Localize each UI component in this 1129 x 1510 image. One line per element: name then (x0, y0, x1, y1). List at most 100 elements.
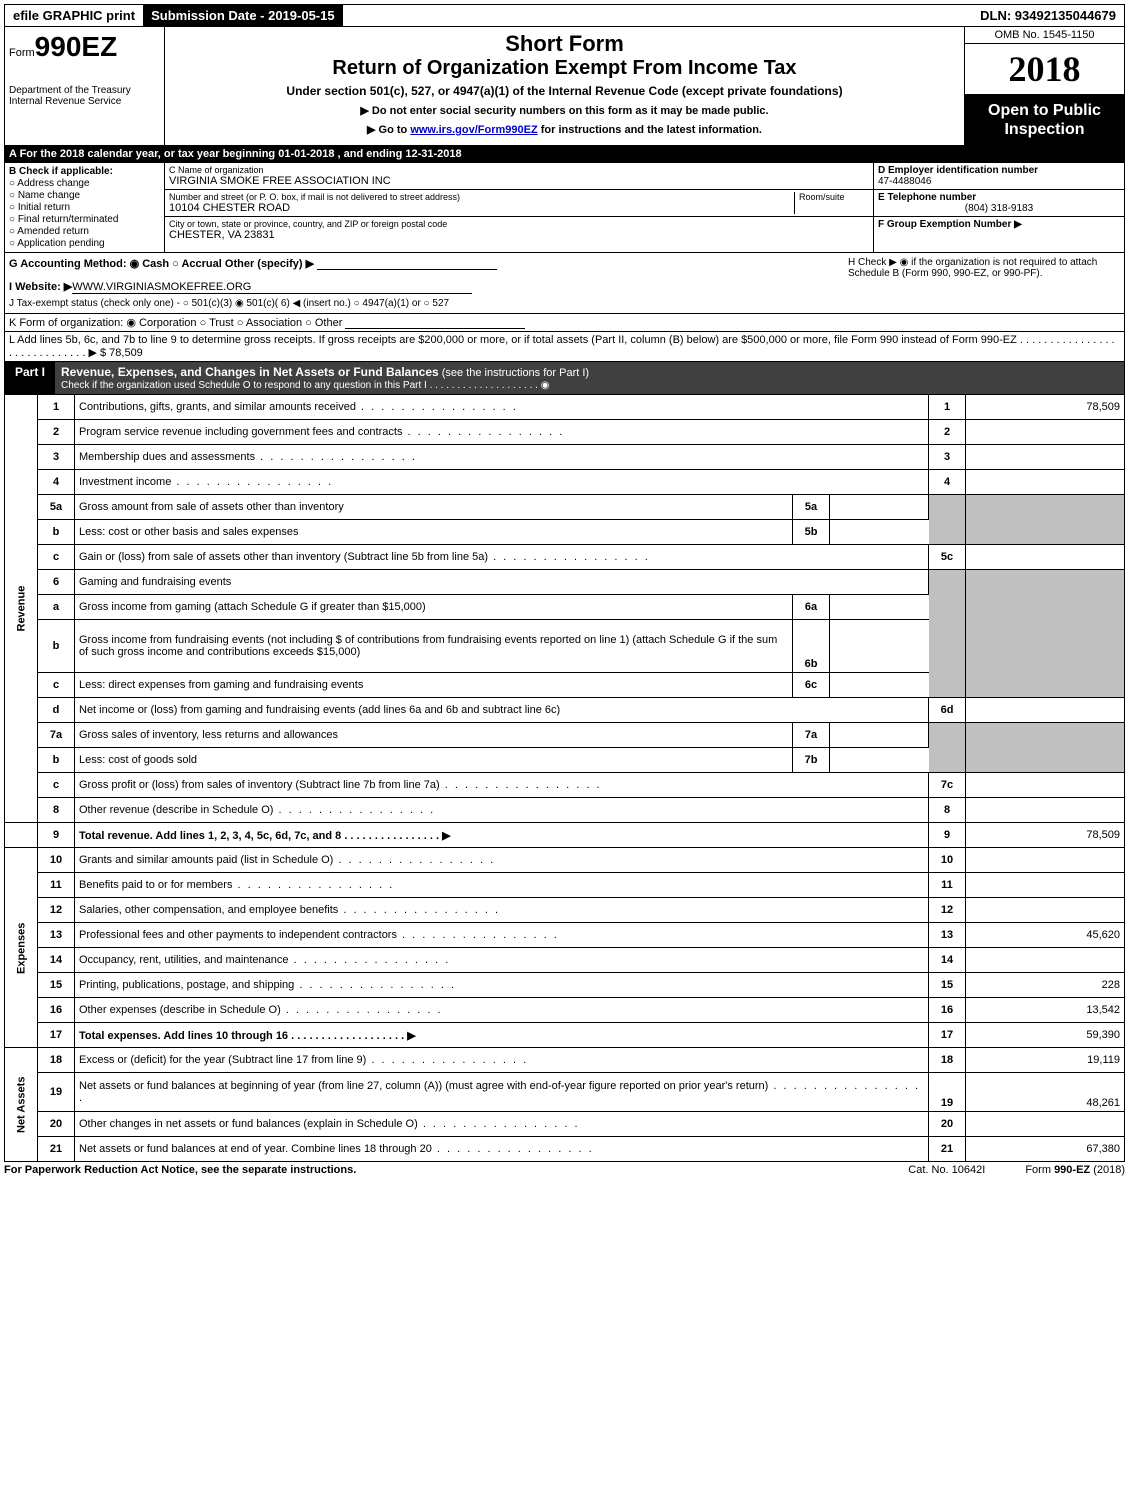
l12-amt (966, 898, 1125, 923)
l2-amt (966, 420, 1125, 445)
l6a-num: a (38, 595, 75, 620)
l18-num: 18 (38, 1048, 75, 1073)
l5a-subcol: 5a (793, 495, 830, 520)
l10-amt (966, 848, 1125, 873)
l7b-num: b (38, 748, 75, 773)
chk-application-pending[interactable]: Application pending (9, 238, 160, 249)
l12-desc: Salaries, other compensation, and employ… (75, 898, 929, 923)
website-row: I Website: ▶WWW.VIRGINIASMOKEFREE.ORG (9, 280, 840, 294)
l11-num: 11 (38, 873, 75, 898)
l11-amt (966, 873, 1125, 898)
l7a-num: 7a (38, 723, 75, 748)
dept-irs: Internal Revenue Service (9, 96, 160, 107)
block-bcd: B Check if applicable: Address change Na… (4, 163, 1125, 253)
footer-paperwork: For Paperwork Reduction Act Notice, see … (4, 1164, 356, 1176)
col-d-ids: D Employer identification number 47-4488… (874, 163, 1124, 252)
header-center: Short Form Return of Organization Exempt… (165, 27, 964, 145)
top-bar: efile GRAPHIC print Submission Date - 20… (4, 4, 1125, 27)
l9-amt: 78,509 (966, 823, 1125, 848)
page-footer: For Paperwork Reduction Act Notice, see … (4, 1162, 1125, 1178)
l8-num: 8 (38, 798, 75, 823)
l1-amt: 78,509 (966, 395, 1125, 420)
l15-amt: 228 (966, 973, 1125, 998)
l21-amt: 67,380 (966, 1137, 1125, 1162)
chk-name-change[interactable]: Name change (9, 190, 160, 201)
part1-title: Revenue, Expenses, and Changes in Net As… (61, 365, 439, 379)
form-prefix: Form (9, 47, 35, 59)
chk-final-return[interactable]: Final return/terminated (9, 214, 160, 225)
row-a-mid: , and ending (334, 148, 405, 160)
l6c-subcol: 6c (793, 673, 830, 698)
footer-cat-no: Cat. No. 10642I (908, 1164, 985, 1176)
l5-shade-col (929, 495, 966, 545)
chk-address-change[interactable]: Address change (9, 178, 160, 189)
l18-desc: Excess or (deficit) for the year (Subtra… (75, 1048, 929, 1073)
row-g-left: G Accounting Method: ◉ Cash ○ Accrual Ot… (5, 253, 844, 313)
l3-amt (966, 445, 1125, 470)
l7c-col: 7c (929, 773, 966, 798)
l6d-col: 6d (929, 698, 966, 723)
l5b-desc: Less: cost or other basis and sales expe… (75, 520, 793, 545)
l6b-num: b (38, 620, 75, 673)
l5c-amt (966, 545, 1125, 570)
l6b-desc: Gross income from fundraising events (no… (75, 620, 793, 673)
l10-col: 10 (929, 848, 966, 873)
row-l: L Add lines 5b, 6c, and 7b to line 9 to … (4, 332, 1125, 362)
city-label: City or town, state or province, country… (169, 219, 869, 229)
group-exemption-row: F Group Exemption Number ▶ (874, 217, 1124, 232)
l6a-desc: Gross income from gaming (attach Schedul… (75, 595, 793, 620)
line-18: Net Assets 18 Excess or (deficit) for th… (5, 1048, 1125, 1073)
open-inspection: Open to Public Inspection (965, 95, 1124, 145)
line-5c: c Gain or (loss) from sale of assets oth… (5, 545, 1125, 570)
submission-date: Submission Date - 2019-05-15 (143, 5, 343, 26)
line-2: 2 Program service revenue including gove… (5, 420, 1125, 445)
form-no-big: 990EZ (35, 31, 118, 62)
line-10: Expenses 10 Grants and similar amounts p… (5, 848, 1125, 873)
l9-num: 9 (38, 823, 75, 848)
header-right: OMB No. 1545-1150 2018 Open to Public In… (964, 27, 1124, 145)
row-k: K Form of organization: ◉ Corporation ○ … (4, 314, 1125, 332)
form-header: Form990EZ Department of the Treasury Int… (4, 27, 1125, 146)
l14-desc: Occupancy, rent, utilities, and maintena… (75, 948, 929, 973)
phone-row: E Telephone number (804) 318-9183 (874, 190, 1124, 217)
line-6d: d Net income or (loss) from gaming and f… (5, 698, 1125, 723)
l4-col: 4 (929, 470, 966, 495)
tax-year: 2018 (965, 44, 1124, 95)
l7c-num: c (38, 773, 75, 798)
l6c-num: c (38, 673, 75, 698)
other-org-line[interactable] (345, 316, 525, 329)
ein-label: D Employer identification number (878, 165, 1120, 176)
l5c-col: 5c (929, 545, 966, 570)
goto-pre: ▶ Go to (367, 124, 410, 136)
l3-col: 3 (929, 445, 966, 470)
chk-amended-return[interactable]: Amended return (9, 226, 160, 237)
line-17: 17 Total expenses. Add lines 10 through … (5, 1023, 1125, 1048)
l2-col: 2 (929, 420, 966, 445)
l15-col: 15 (929, 973, 966, 998)
other-specify-line[interactable] (317, 257, 497, 270)
line-5a: 5a Gross amount from sale of assets othe… (5, 495, 1125, 520)
l16-desc: Other expenses (describe in Schedule O) (75, 998, 929, 1023)
irs-link[interactable]: www.irs.gov/Form990EZ (410, 124, 537, 136)
website-value: WWW.VIRGINIASMOKEFREE.ORG (72, 281, 472, 294)
l17-desc-text: Total expenses. Add lines 10 through 16 … (79, 1030, 416, 1042)
l20-amt (966, 1112, 1125, 1137)
goto-post: for instructions and the latest informat… (538, 124, 762, 136)
col-c-org-info: C Name of organization VIRGINIA SMOKE FR… (165, 163, 874, 252)
website-label: I Website: ▶ (9, 281, 72, 293)
line-11: 11 Benefits paid to or for members 11 (5, 873, 1125, 898)
chk-initial-return[interactable]: Initial return (9, 202, 160, 213)
l11-col: 11 (929, 873, 966, 898)
row-a-begin: 01-01-2018 (278, 148, 334, 160)
street-row: Number and street (or P. O. box, if mail… (165, 190, 873, 217)
row-gh: G Accounting Method: ◉ Cash ○ Accrual Ot… (4, 253, 1125, 314)
line-9: 9 Total revenue. Add lines 1, 2, 3, 4, 5… (5, 823, 1125, 848)
short-form-title: Short Form (169, 31, 960, 57)
accounting-method-text: G Accounting Method: ◉ Cash ○ Accrual Ot… (9, 258, 314, 270)
l6a-subamt (830, 595, 929, 620)
l7a-subcol: 7a (793, 723, 830, 748)
l16-col: 16 (929, 998, 966, 1023)
net-assets-side-label: Net Assets (5, 1048, 38, 1162)
l5a-num: 5a (38, 495, 75, 520)
l1-num: 1 (38, 395, 75, 420)
